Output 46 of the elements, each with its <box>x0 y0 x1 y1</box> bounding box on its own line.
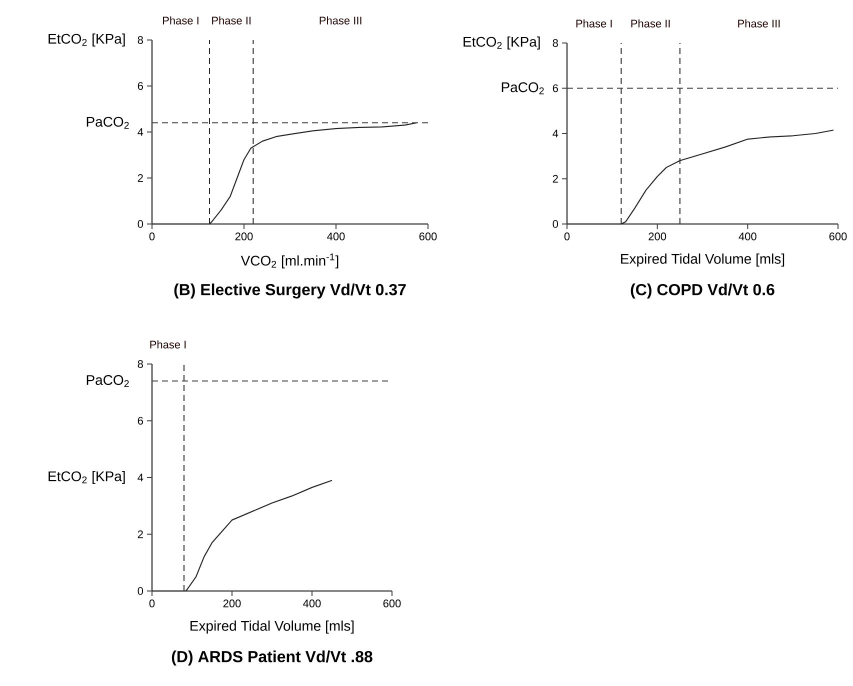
x-tick-label: 0 <box>564 232 570 240</box>
y-tick-label: 8 <box>552 39 558 47</box>
x-tick-label: 0 <box>149 232 155 240</box>
y-tick-label: 0 <box>138 220 144 228</box>
x-tick-label: 400 <box>327 232 345 240</box>
x-tick-label: 600 <box>829 232 847 240</box>
y-tick-label: 2 <box>138 530 143 538</box>
text: (B) Elective Surgery Vd/Vt 0.37 <box>174 284 406 299</box>
y-tick-label: 0 <box>552 220 558 228</box>
x-tick-label: 200 <box>235 232 253 240</box>
x-tick-label: 600 <box>383 600 401 608</box>
text: (C) COPD Vd/Vt 0.6 <box>630 284 774 298</box>
y-tick-label: 8 <box>138 36 143 44</box>
y-axis-title: EtCO$_{2}$ [KPa] <box>48 470 125 484</box>
x-tick-label: 600 <box>419 232 437 240</box>
y-axis-title: EtCO$_{2}$ [KPa] <box>48 33 125 47</box>
text: Phase I <box>150 340 186 348</box>
y-tick-label: 2 <box>138 174 143 182</box>
text: Phase I <box>576 19 612 28</box>
text: Phase III <box>738 19 780 28</box>
x-tick-label: 0 <box>149 600 155 608</box>
y-axis-title: EtCO$_{2}$ [KPa] <box>464 36 540 50</box>
y-tick-label: 6 <box>138 82 143 90</box>
y-tick-label: 4 <box>138 128 144 136</box>
y-tick-label: 4 <box>552 130 558 138</box>
y-tick-label: 6 <box>138 416 143 425</box>
y-tick-label: 2 <box>552 174 558 183</box>
text: (D) ARDS Patient Vd/Vt .88 <box>172 650 372 666</box>
text: Phase I <box>163 16 198 24</box>
y-tick-label: 8 <box>138 360 143 368</box>
text: Phase II <box>631 19 670 28</box>
ref-line-label: PaCO$_{2}$ <box>86 375 129 387</box>
x-tick-label: 400 <box>303 600 321 608</box>
x-axis-title: VCO$_{2}$ [ml.min$^{-1}$] <box>240 254 338 268</box>
x-axis-title: Expired Tidal Volume [mls] <box>190 620 354 634</box>
y-tick-label: 4 <box>138 474 144 482</box>
ref-line-label: PaCO$_{2}$ <box>502 82 544 94</box>
ref-line-label: PaCO$_{2}$ <box>86 116 129 129</box>
text: Phase III <box>320 16 362 24</box>
text: Phase II <box>212 16 250 24</box>
x-tick-label: 200 <box>223 600 241 608</box>
x-tick-label: 400 <box>738 232 756 240</box>
y-tick-label: 0 <box>138 587 144 595</box>
x-tick-label: 200 <box>648 232 666 240</box>
x-axis-title: Expired Tidal Volume [mls] <box>621 254 784 267</box>
y-tick-label: 6 <box>552 84 558 92</box>
